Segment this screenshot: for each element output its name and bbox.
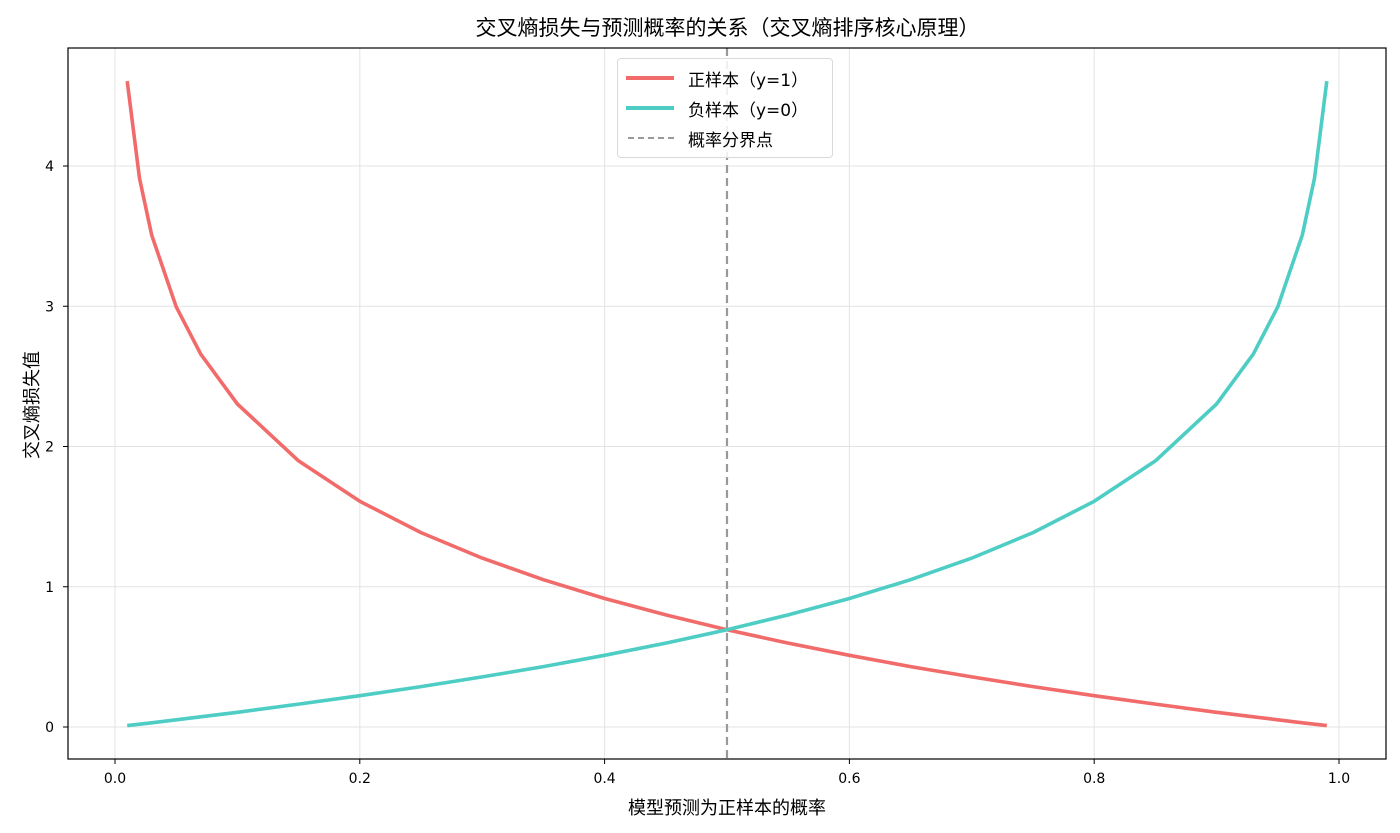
x-tick-label: 0.4	[593, 771, 615, 787]
x-tick-label: 0.2	[349, 771, 371, 787]
legend-item-negative: 负样本（y=0）	[626, 95, 808, 121]
legend-swatch-negative	[626, 106, 674, 110]
legend-label-negative: 负样本（y=0）	[688, 100, 809, 121]
x-tick-label: 0.8	[1083, 771, 1105, 787]
y-tick-label: 0	[45, 720, 54, 736]
x-tick-label: 0.0	[104, 771, 126, 787]
legend-swatch-positive	[626, 76, 674, 80]
legend-label-threshold: 概率分界点	[688, 130, 773, 151]
series-lines	[125, 80, 1329, 728]
y-tick-label: 1	[45, 580, 54, 596]
chart-title: 交叉熵损失与预测概率的关系（交叉熵排序核心原理）	[475, 16, 980, 40]
y-axis-label: 交叉熵损失值	[22, 351, 43, 459]
legend-swatch-threshold	[628, 137, 674, 139]
x-tick-label: 0.6	[838, 771, 860, 787]
y-tick-label: 2	[45, 440, 54, 456]
legend-item-threshold: 概率分界点	[626, 125, 773, 151]
legend: 正样本（y=1） 负样本（y=0） 概率分界点	[617, 58, 833, 158]
y-tick-label: 3	[45, 299, 54, 315]
legend-item-positive: 正样本（y=1）	[626, 65, 808, 91]
legend-label-positive: 正样本（y=1）	[688, 70, 809, 91]
axes-frame	[67, 47, 1387, 760]
y-tick-label: 4	[45, 159, 54, 175]
axis-ticks: 0.0 0.2 0.4 0.6 0.8 1.0 0 1 2 3 4	[45, 159, 1350, 787]
x-axis-label: 模型预测为正样本的概率	[628, 798, 826, 819]
negative-sample-curve	[126, 80, 1329, 728]
x-tick-label: 1.0	[1328, 771, 1350, 787]
